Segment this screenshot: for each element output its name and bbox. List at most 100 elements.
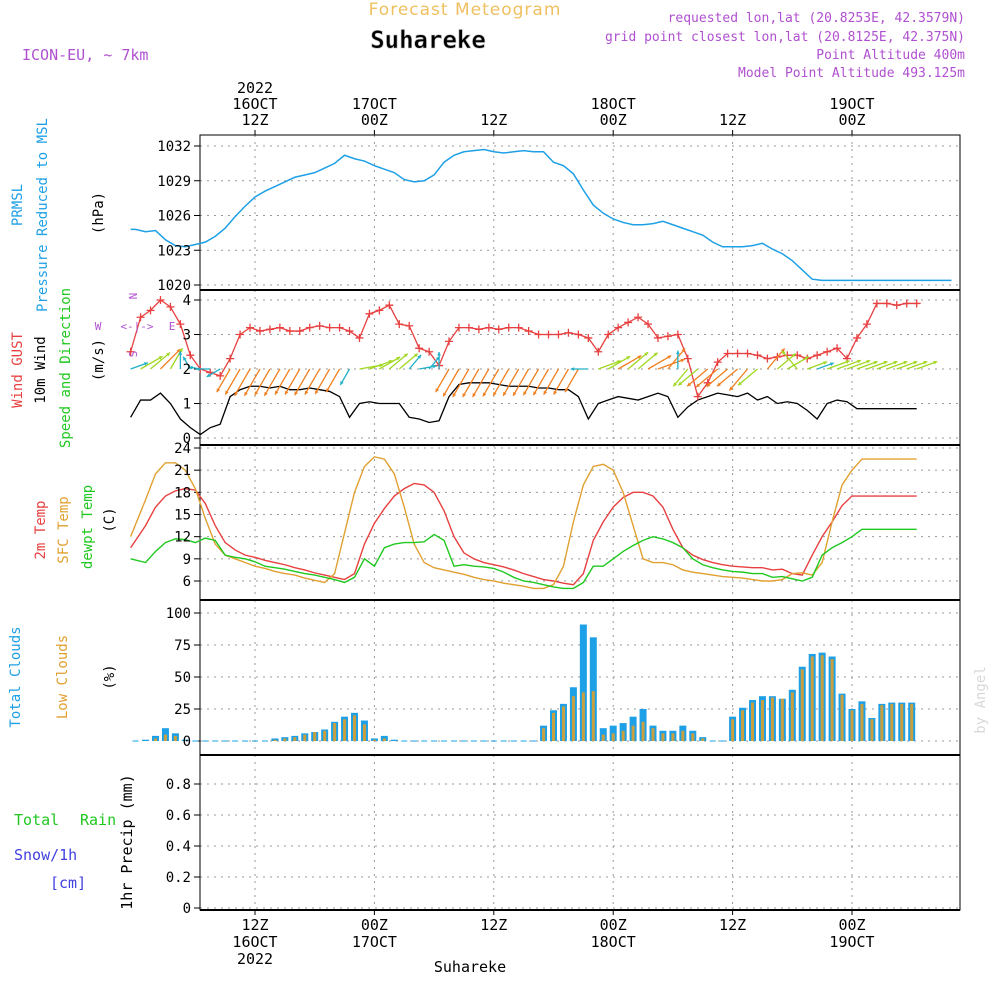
precip-label-snow-unit: [cm] <box>50 874 86 892</box>
wind-direction-arrowhead <box>680 358 685 363</box>
wind-direction-arrow <box>807 361 828 370</box>
clouds-label-total: Total Clouds <box>8 626 24 727</box>
wind-direction-arrow <box>462 368 480 398</box>
gust-point <box>186 351 195 360</box>
low-clouds-bar <box>362 724 366 741</box>
wind-direction-arrowhead <box>216 388 221 393</box>
low-clouds-bar <box>880 705 884 741</box>
gust-point <box>305 323 314 332</box>
pressure-label-desc: Pressure Reduced to MSL <box>35 118 51 312</box>
y-tick-label: 1029 <box>157 174 191 190</box>
gust-point <box>494 325 503 334</box>
wind-direction-arrow <box>254 368 271 396</box>
wind-direction-arrowhead <box>675 350 680 355</box>
wind-direction-arrow <box>737 368 758 386</box>
wind-direction-arrow <box>886 360 908 370</box>
wind-10m-series-line <box>130 382 917 436</box>
gust-point <box>624 318 633 327</box>
wind-direction-arrowhead <box>804 356 809 361</box>
wind-direction-arrowhead <box>462 393 467 398</box>
gust-point <box>584 333 593 342</box>
low-clouds-bar <box>820 655 824 741</box>
temp-label-unit: (C) <box>102 507 118 532</box>
gust-point <box>554 330 563 339</box>
low-clouds-bar <box>552 712 555 741</box>
x-tick-label-bottom: 2022 <box>237 950 273 968</box>
wind-direction-arrowhead <box>417 354 422 359</box>
x-tick-label-bottom: 16OCT <box>232 933 277 951</box>
wind-label-speed-dir: Speed and Direction <box>58 288 74 448</box>
y-tick-label: 18 <box>174 485 191 501</box>
gust-point <box>673 330 682 339</box>
low-clouds-bar <box>910 703 914 741</box>
pressure-label-unit: (hPa) <box>91 192 107 234</box>
low-clouds-bar <box>651 728 655 741</box>
y-tick-label: 0.6 <box>166 808 191 824</box>
marks-layer <box>126 148 952 742</box>
x-tick-label-bottom: 00Z <box>600 916 627 934</box>
wind-direction-arrowhead <box>176 349 181 353</box>
gust-point <box>544 330 553 339</box>
compass-west: W <box>95 320 102 333</box>
gust-point <box>902 299 911 308</box>
labels-layer: 1020102310261029103201234691215182124025… <box>8 79 875 968</box>
wind-direction-arrowhead <box>443 392 447 397</box>
gust-point <box>474 325 483 334</box>
wind-direction-arrowhead <box>206 373 211 377</box>
wind-direction-arrowhead <box>178 351 183 355</box>
wind-direction-arrowhead <box>143 362 148 366</box>
gust-point <box>255 327 264 336</box>
y-tick-label: 0 <box>183 901 191 917</box>
clouds-label-unit: (%) <box>102 664 118 689</box>
gust-point <box>285 327 294 336</box>
wind-direction-arrow <box>617 355 642 370</box>
wind-direction-arrow <box>233 368 251 397</box>
low-clouds-bar <box>353 715 356 741</box>
sfc-temp-series-line <box>129 456 917 590</box>
wind-direction-arrowhead <box>696 383 700 388</box>
low-clouds-bar <box>611 733 615 741</box>
temp-label-sfc: SFC Temp <box>56 496 72 563</box>
y-tick-label: 25 <box>174 702 191 718</box>
wind-direction-arrowhead <box>564 388 569 393</box>
gust-point <box>335 323 344 332</box>
wind-direction-arrow <box>781 350 798 370</box>
wind-direction-arrow <box>728 368 749 392</box>
gust-point <box>882 299 891 308</box>
wind-direction-arrowhead <box>315 390 319 395</box>
gust-point <box>663 332 672 341</box>
wind-direction-arrowhead <box>294 391 298 396</box>
wind-compass: W <-|-> E N S <box>95 293 176 358</box>
gust-point <box>345 327 354 336</box>
gust-point <box>504 323 513 332</box>
wind-direction-arrowhead <box>543 390 548 395</box>
temp-2m-series-line <box>130 482 917 586</box>
panel-frame-precip <box>199 754 961 911</box>
y-tick-label: 1020 <box>157 278 191 294</box>
wind-direction-arrowhead <box>717 382 721 387</box>
wind-direction-arrow <box>896 360 918 370</box>
low-clouds-bar <box>581 692 585 741</box>
low-clouds-bar <box>382 738 386 741</box>
gust-point <box>216 371 225 380</box>
precip-label-total: Total <box>14 811 59 829</box>
wind-direction-arrow <box>716 368 738 387</box>
gust-point <box>743 349 752 358</box>
low-clouds-bar <box>571 696 575 741</box>
wind-direction-arrowhead <box>403 353 408 358</box>
wind-direction-arrow <box>224 368 241 395</box>
total-clouds-bar <box>579 624 587 741</box>
wind-direction-arrowhead <box>933 360 938 365</box>
y-tick-label: 0 <box>183 431 191 447</box>
x-tick-label-bottom: 12Z <box>480 916 507 934</box>
gust-point <box>275 323 284 332</box>
gust-point <box>265 325 274 334</box>
wind-direction-arrowhead <box>452 393 457 398</box>
low-clouds-bar <box>591 691 595 741</box>
wind-direction-arrowhead <box>437 352 441 356</box>
y-tick-label: 0.2 <box>166 870 191 886</box>
gust-point <box>534 330 543 339</box>
wind-direction-arrowhead <box>637 355 642 360</box>
temp-label-dewpt: dewpt Temp <box>80 485 96 569</box>
wind-direction-arrow <box>826 360 850 370</box>
